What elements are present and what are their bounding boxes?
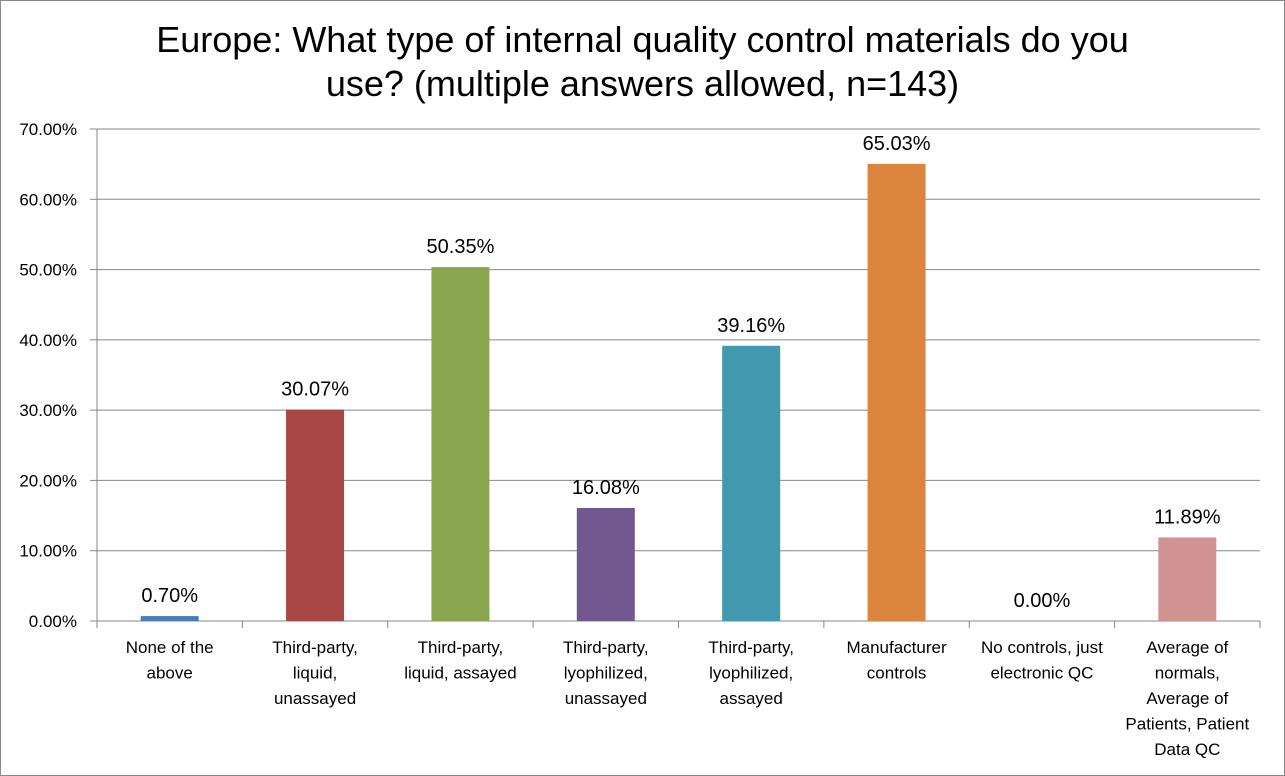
- bar: [867, 163, 926, 621]
- category-label: controls: [867, 664, 927, 683]
- category-label: Patients, Patient: [1125, 715, 1249, 734]
- y-tick-label: 0.00%: [29, 612, 77, 631]
- y-tick-label: 30.00%: [19, 401, 77, 420]
- category-label: Average of: [1146, 689, 1228, 708]
- data-label: 16.08%: [572, 477, 640, 499]
- category-label: assayed: [720, 689, 783, 708]
- chart-title-line-2: use? (multiple answers allowed, n=143): [325, 63, 960, 104]
- category-label: lyophilized,: [709, 664, 793, 683]
- y-tick-label: 70.00%: [19, 120, 77, 139]
- chart-title-line-1: Europe: What type of internal quality co…: [156, 19, 1129, 60]
- category-label: liquid, assayed: [404, 664, 516, 683]
- data-label: 30.07%: [281, 379, 349, 401]
- category-label: Manufacturer: [846, 638, 946, 657]
- y-tick-label: 20.00%: [19, 471, 77, 490]
- bar: [1158, 537, 1217, 621]
- category-label: Data QC: [1154, 740, 1220, 759]
- category-label: normals,: [1155, 664, 1220, 683]
- y-tick-label: 60.00%: [19, 190, 77, 209]
- category-label: above: [147, 664, 193, 683]
- y-tick-label: 10.00%: [19, 542, 77, 561]
- category-label: Third-party,: [563, 638, 649, 657]
- category-label: lyophilized,: [564, 664, 648, 683]
- category-label: unassayed: [565, 689, 647, 708]
- category-label: Third-party,: [708, 638, 794, 657]
- bar: [286, 409, 345, 621]
- y-tick-label: 50.00%: [19, 261, 77, 280]
- category-label: electronic QC: [990, 664, 1093, 683]
- bar: [140, 616, 199, 621]
- data-label: 0.70%: [141, 585, 198, 607]
- bar: [722, 345, 781, 621]
- category-label: unassayed: [274, 689, 356, 708]
- category-label: Average of: [1146, 638, 1228, 657]
- data-label: 0.00%: [1014, 590, 1071, 612]
- chart-title: Europe: What type of internal quality co…: [80, 18, 1205, 106]
- category-label: Third-party,: [418, 638, 504, 657]
- data-label: 65.03%: [863, 133, 931, 155]
- data-label: 11.89%: [1154, 506, 1221, 528]
- bar: [576, 507, 635, 621]
- category-label: No controls, just: [981, 638, 1103, 657]
- category-label: liquid,: [293, 664, 337, 683]
- data-label: 50.35%: [427, 236, 495, 258]
- data-label: 39.16%: [717, 315, 785, 337]
- category-label: Third-party,: [272, 638, 358, 657]
- y-tick-label: 40.00%: [19, 331, 77, 350]
- category-label: None of the: [126, 638, 214, 657]
- bar: [431, 267, 490, 621]
